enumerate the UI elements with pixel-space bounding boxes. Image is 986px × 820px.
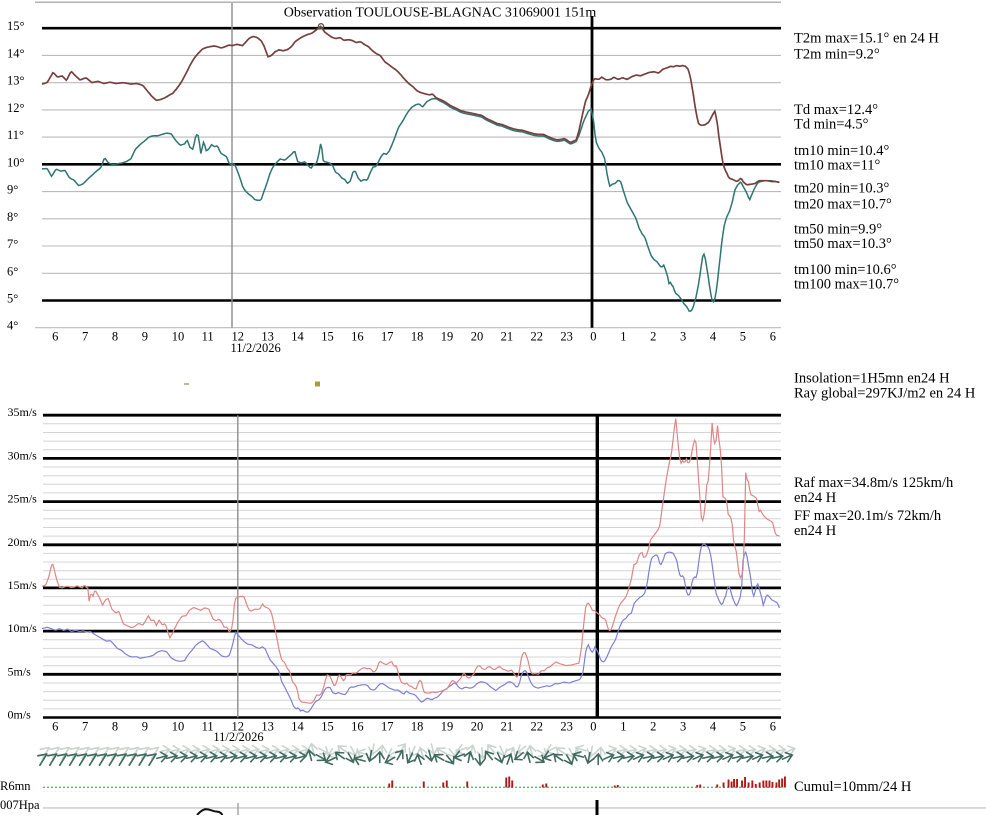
svg-text:en24 H: en24 H bbox=[794, 523, 837, 539]
svg-text:FF max=20.1m/s 72km/h: FF max=20.1m/s 72km/h bbox=[794, 508, 942, 524]
svg-text:Td max=12.4°: Td max=12.4° bbox=[794, 102, 878, 118]
svg-text:2: 2 bbox=[650, 720, 656, 734]
svg-text:12: 12 bbox=[232, 720, 245, 734]
svg-text:10: 10 bbox=[172, 330, 185, 344]
svg-text:20: 20 bbox=[471, 330, 484, 344]
svg-text:4: 4 bbox=[710, 720, 717, 734]
svg-text:4: 4 bbox=[710, 330, 717, 344]
svg-text:R6mn: R6mn bbox=[0, 779, 31, 793]
svg-text:Observation TOULOUSE-BLAGNAC 3: Observation TOULOUSE-BLAGNAC 31069001 15… bbox=[284, 6, 597, 21]
svg-text:35m/s: 35m/s bbox=[8, 405, 38, 419]
svg-text:22: 22 bbox=[531, 720, 544, 734]
svg-text:15: 15 bbox=[321, 720, 334, 734]
svg-text:tm100 max=10.7°: tm100 max=10.7° bbox=[794, 277, 899, 293]
svg-text:15m/s: 15m/s bbox=[8, 578, 38, 592]
svg-text:14: 14 bbox=[291, 330, 304, 344]
svg-text:2: 2 bbox=[650, 330, 656, 344]
svg-text:21: 21 bbox=[501, 720, 513, 734]
svg-text:4°: 4° bbox=[7, 319, 18, 333]
svg-text:3: 3 bbox=[680, 330, 686, 344]
svg-text:Td min=4.5°: Td min=4.5° bbox=[794, 117, 869, 133]
svg-text:8: 8 bbox=[112, 720, 118, 734]
svg-text:tm20 max=10.7°: tm20 max=10.7° bbox=[794, 197, 892, 213]
svg-text:Insolation=1H5mn en24 H: Insolation=1H5mn en24 H bbox=[794, 370, 950, 386]
svg-text:12: 12 bbox=[232, 330, 245, 344]
svg-text:11: 11 bbox=[202, 720, 214, 734]
svg-text:10: 10 bbox=[172, 720, 185, 734]
svg-text:tm10 min=10.4°: tm10 min=10.4° bbox=[794, 143, 890, 159]
svg-text:22: 22 bbox=[531, 330, 544, 344]
svg-text:5: 5 bbox=[740, 720, 746, 734]
svg-text:11/2/2026: 11/2/2026 bbox=[213, 730, 263, 744]
svg-text:6: 6 bbox=[770, 720, 776, 734]
svg-text:10m/s: 10m/s bbox=[8, 621, 38, 635]
svg-text:6: 6 bbox=[52, 720, 58, 734]
svg-text:20m/s: 20m/s bbox=[8, 535, 38, 549]
svg-text:21: 21 bbox=[501, 330, 513, 344]
svg-text:7: 7 bbox=[82, 720, 88, 734]
svg-text:16: 16 bbox=[351, 330, 364, 344]
svg-text:12°: 12° bbox=[7, 101, 25, 115]
svg-text:14: 14 bbox=[291, 720, 304, 734]
svg-text:17: 17 bbox=[381, 330, 394, 344]
svg-text:18: 18 bbox=[411, 330, 424, 344]
svg-text:9: 9 bbox=[142, 720, 148, 734]
svg-text:T2m min=9.2°: T2m min=9.2° bbox=[794, 47, 880, 63]
svg-text:tm20 min=10.3°: tm20 min=10.3° bbox=[794, 181, 890, 197]
svg-text:5: 5 bbox=[740, 330, 746, 344]
svg-text:15: 15 bbox=[321, 330, 334, 344]
svg-text:11°: 11° bbox=[7, 128, 24, 142]
svg-text:6°: 6° bbox=[7, 264, 18, 278]
svg-text:9: 9 bbox=[142, 330, 148, 344]
svg-text:7°: 7° bbox=[7, 237, 18, 251]
svg-text:30m/s: 30m/s bbox=[8, 448, 38, 462]
svg-text:Ray global=297KJ/m2 en 24 H: Ray global=297KJ/m2 en 24 H bbox=[794, 385, 976, 401]
svg-text:1: 1 bbox=[620, 720, 626, 734]
svg-text:tm100 min=10.6°: tm100 min=10.6° bbox=[794, 262, 897, 278]
svg-text:5°: 5° bbox=[7, 292, 18, 306]
svg-text:16: 16 bbox=[351, 720, 364, 734]
svg-text:tm50 max=10.3°: tm50 max=10.3° bbox=[794, 236, 892, 252]
svg-text:25m/s: 25m/s bbox=[8, 492, 38, 506]
svg-text:7: 7 bbox=[82, 330, 88, 344]
svg-text:0m/s: 0m/s bbox=[8, 708, 32, 722]
svg-text:10°: 10° bbox=[7, 155, 25, 169]
svg-text:14°: 14° bbox=[7, 46, 25, 60]
svg-text:23: 23 bbox=[560, 330, 573, 344]
svg-text:T2m max=15.1° en 24 H: T2m max=15.1° en 24 H bbox=[794, 31, 939, 47]
svg-text:19: 19 bbox=[441, 330, 454, 344]
svg-text:11: 11 bbox=[202, 330, 214, 344]
svg-text:8°: 8° bbox=[7, 210, 18, 224]
svg-text:23: 23 bbox=[560, 720, 573, 734]
svg-text:1: 1 bbox=[620, 330, 626, 344]
svg-text:13: 13 bbox=[261, 720, 274, 734]
svg-text:en24 H: en24 H bbox=[794, 490, 837, 506]
svg-text:Cumul=10mm/24 H: Cumul=10mm/24 H bbox=[794, 779, 912, 795]
svg-text:11/2/2026: 11/2/2026 bbox=[231, 341, 281, 355]
svg-text:6: 6 bbox=[52, 330, 58, 344]
svg-text:0: 0 bbox=[590, 330, 596, 344]
svg-text:13°: 13° bbox=[7, 74, 25, 88]
svg-text:9°: 9° bbox=[7, 183, 18, 197]
svg-text:Raf max=34.8m/s 125km/h: Raf max=34.8m/s 125km/h bbox=[794, 475, 954, 491]
svg-text:20: 20 bbox=[471, 720, 484, 734]
svg-text:13: 13 bbox=[261, 330, 274, 344]
svg-text:5m/s: 5m/s bbox=[8, 664, 32, 678]
svg-text:15°: 15° bbox=[7, 19, 25, 33]
svg-text:tm10 max=11°: tm10 max=11° bbox=[794, 158, 881, 174]
svg-text:18: 18 bbox=[411, 720, 424, 734]
svg-text:17: 17 bbox=[381, 720, 394, 734]
svg-text:tm50 min=9.9°: tm50 min=9.9° bbox=[794, 222, 882, 238]
svg-text:19: 19 bbox=[441, 720, 454, 734]
svg-text:6: 6 bbox=[770, 330, 776, 344]
svg-text:007Hpa: 007Hpa bbox=[0, 798, 40, 812]
svg-text:8: 8 bbox=[112, 330, 118, 344]
svg-text:0: 0 bbox=[590, 720, 596, 734]
svg-text:3: 3 bbox=[680, 720, 686, 734]
